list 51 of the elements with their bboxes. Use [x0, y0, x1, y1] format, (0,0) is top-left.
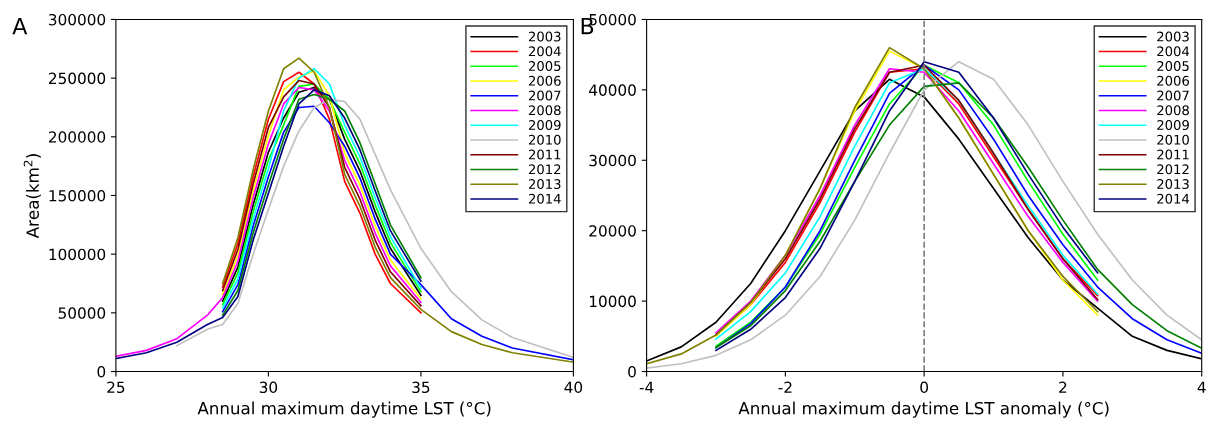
y-tick-label: 50000: [58, 307, 106, 319]
x-tick-label: 0: [920, 381, 928, 394]
legend-label: 2008: [1157, 105, 1189, 116]
legend-label: 2006: [1157, 75, 1189, 86]
legend-label: 2008: [528, 105, 561, 116]
legend-label: 2004: [528, 46, 561, 57]
x-axis-title: Annual maximum daytime LST (°C): [197, 401, 491, 418]
x-tick-label: -2: [778, 381, 792, 393]
legend-label: 2010: [1157, 134, 1189, 145]
x-tick-label: 4: [1197, 381, 1206, 393]
y-tick-label: 200000: [48, 131, 106, 143]
legend-label: 2003: [528, 31, 561, 42]
line-series: [646, 46, 1099, 365]
legend-label: 2011: [1157, 149, 1189, 160]
legend-label: 2009: [528, 120, 561, 131]
x-tick-label: -4: [639, 381, 654, 393]
x-tick-label: 30: [259, 381, 278, 394]
text: A: [12, 17, 28, 35]
legend-label: 2007: [528, 90, 561, 101]
y-tick-label: 20000: [589, 225, 636, 237]
legend-label: 2013: [528, 179, 561, 190]
y-tick-label: 100000: [49, 248, 106, 261]
legend-label: 2005: [1157, 61, 1189, 72]
legend-label: 2009: [1157, 120, 1189, 131]
y-tick-label: 250000: [48, 72, 106, 85]
x-axis-title: Annual maximum daytime LST anomaly (°C): [738, 401, 1109, 418]
legend-label: 2006: [528, 75, 561, 86]
legend-label: 2014: [1157, 193, 1190, 204]
line-series: [221, 57, 574, 363]
legend-label: 2011: [528, 149, 561, 160]
legend-label: 2004: [1157, 46, 1190, 57]
x-tick-label: 40: [564, 381, 583, 394]
y-tick-label: 30000: [589, 154, 636, 167]
legend-label: 2003: [1157, 31, 1189, 42]
y-tick-label: 10000: [589, 295, 636, 308]
x-tick-label: 25: [107, 381, 125, 394]
legend-label: 2012: [528, 164, 561, 175]
y-axis-title: Area(km$^{2}$): [23, 154, 41, 239]
y-tick-label: 40000: [589, 84, 636, 96]
x-tick-label: 2: [1059, 381, 1067, 393]
y-tick-label: 0: [628, 365, 636, 378]
y-tick-label: 300000: [49, 13, 106, 26]
legend-label: 2005: [528, 61, 561, 72]
y-tick-label: 0: [97, 365, 106, 378]
legend-label: 2012: [1157, 164, 1189, 175]
legend-label: 2007: [1157, 90, 1189, 101]
legend-label: 2010: [528, 134, 561, 145]
x-tick-label: 35: [412, 381, 430, 394]
legend-label: 2013: [1157, 179, 1189, 190]
legend-label: 2014: [528, 193, 561, 204]
y-tick-label: 150000: [49, 189, 106, 202]
